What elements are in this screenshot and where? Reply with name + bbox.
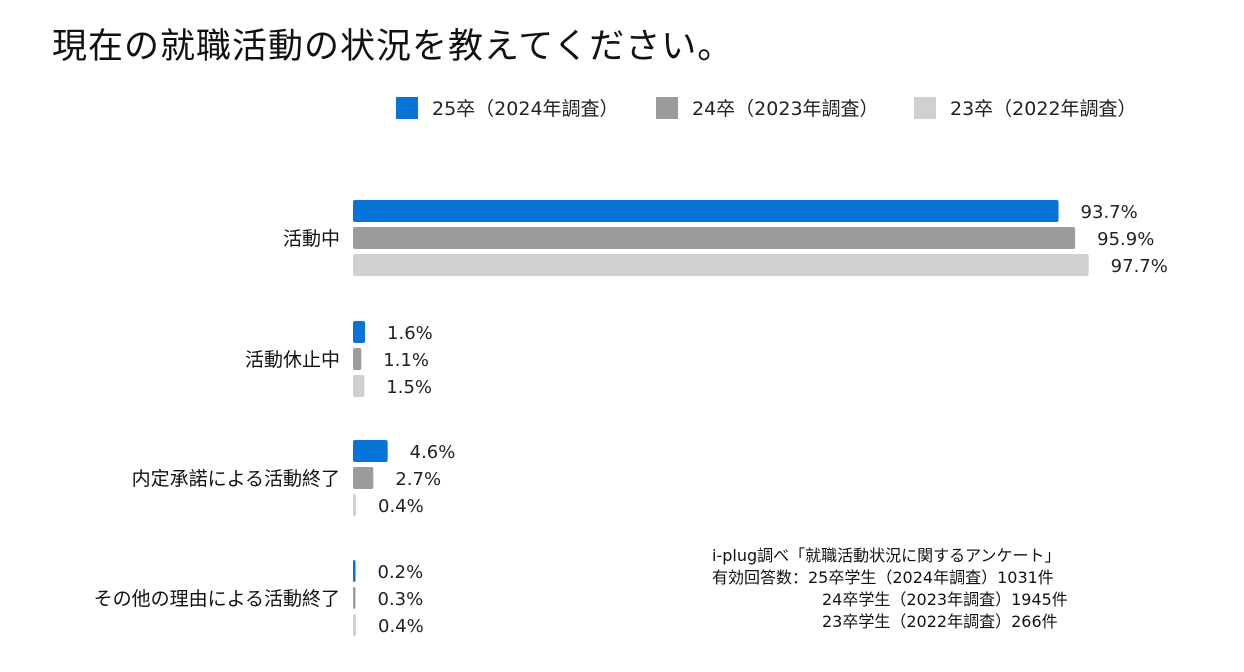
legend-swatch-24 [656, 96, 678, 119]
legend-item-25: 25卒（2024年調査） [396, 94, 619, 121]
bar-s2-c1 [353, 227, 1076, 249]
bar-s3-c2 [353, 375, 365, 397]
bar-s2-c2 [353, 348, 362, 370]
chart-title: 現在の就職活動の状況を教えてください。 [52, 27, 734, 67]
value-label-s1-c3: 4.6% [410, 442, 456, 463]
legend-label-24: 24卒（2023年調査） [692, 98, 879, 120]
bar-s1-c1 [353, 200, 1059, 222]
value-label-s1-c4: 0.2% [378, 562, 424, 583]
bar-s3-c4 [353, 614, 357, 636]
legend-label-25: 25卒（2024年調査） [432, 98, 619, 120]
bar-s1-c3 [353, 440, 388, 462]
value-label-s3-c4: 0.4% [378, 616, 424, 637]
value-label-s3-c2: 1.5% [386, 377, 432, 398]
source-line-2: 有効回答数：25卒学生（2024年調査）1031件 [712, 568, 1054, 587]
bar-s3-c1 [353, 254, 1089, 276]
legend-swatch-25 [396, 96, 418, 119]
source-line-4: 23卒学生（2022年調査）266件 [822, 612, 1058, 631]
source-line-3: 24卒学生（2023年調査）1945件 [822, 590, 1068, 609]
bar-s1-c4 [353, 560, 356, 582]
value-label-s2-c2: 1.1% [383, 350, 429, 371]
bar-s2-c3 [353, 467, 374, 489]
legend-label-23: 23卒（2022年調査） [950, 98, 1137, 120]
category-label-4: その他の理由による活動終了 [94, 588, 340, 610]
legend-swatch-23 [914, 96, 936, 119]
bar-s2-c4 [353, 587, 356, 609]
legend-item-24: 24卒（2023年調査） [656, 94, 879, 121]
category-label-2: 活動休止中 [245, 349, 340, 371]
legend-item-23: 23卒（2022年調査） [914, 94, 1137, 121]
category-label-3: 内定承諾による活動終了 [132, 468, 340, 490]
value-label-s3-c1: 97.7% [1111, 256, 1168, 277]
source-note: i-plug調べ「就職活動状況に関するアンケート」 有効回答数：25卒学生（20… [712, 545, 1132, 633]
category-label-1: 活動中 [283, 228, 340, 250]
value-label-s1-c2: 1.6% [387, 323, 433, 344]
value-label-s3-c3: 0.4% [378, 496, 424, 517]
value-label-s2-c4: 0.3% [378, 589, 424, 610]
bar-s1-c2 [353, 321, 366, 343]
value-label-s2-c1: 95.9% [1097, 229, 1154, 250]
source-line-1: i-plug調べ「就職活動状況に関するアンケート」 [712, 546, 1061, 565]
value-label-s2-c3: 2.7% [395, 469, 441, 490]
value-label-s1-c1: 93.7% [1081, 202, 1138, 223]
bar-s3-c3 [353, 494, 357, 516]
